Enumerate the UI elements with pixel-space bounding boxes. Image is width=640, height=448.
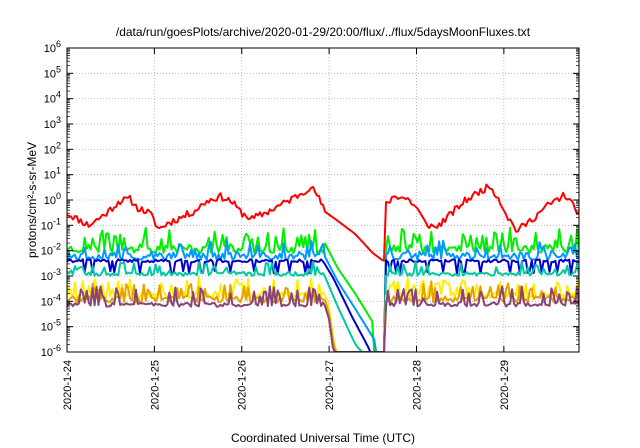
x-axis-label: Coordinated Universal Time (UTC): [231, 431, 415, 445]
series-line-0: [67, 183, 579, 262]
y-tick-label: 10-4: [41, 292, 61, 308]
x-tick-label: 2020-1-29: [499, 360, 511, 410]
grid: [66, 47, 579, 353]
y-tick-label: 10-3: [41, 267, 61, 283]
chart-title: /data/run/goesPlots/archive/2020-01-29/2…: [116, 25, 531, 39]
series-line-6: [67, 280, 579, 352]
series-group: [67, 183, 579, 352]
ticks: 10-6 10-5 10-4 10-3 10-2 10-1 100 101 102 103 104 1…: [41, 39, 579, 410]
y-tick-label: 10-2: [41, 242, 61, 258]
y-tick-label: 102: [44, 140, 61, 156]
series-line-4: [67, 260, 579, 352]
y-axis-label: protons/cm²-s-sr-MeV: [25, 142, 39, 258]
series-line-3: [67, 258, 579, 352]
y-tick-label: 106: [44, 39, 61, 55]
y-tick-label: 104: [44, 90, 61, 106]
y-tick-label: 10-6: [41, 343, 61, 359]
y-tick-label: 105: [44, 64, 61, 80]
y-tick-label: 10-5: [41, 318, 61, 334]
x-tick-label: 2020-1-24: [62, 360, 74, 410]
x-tick-label: 2020-1-27: [324, 360, 336, 410]
series-line-2: [67, 239, 579, 352]
x-tick-label: 2020-1-26: [237, 360, 249, 410]
y-tick-label: 10-1: [41, 216, 61, 232]
x-tick-label: 2020-1-28: [411, 360, 423, 410]
series-line-5: [67, 276, 579, 352]
y-tick-label: 101: [44, 166, 61, 182]
x-tick-label: 2020-1-25: [149, 360, 161, 410]
series-line-7: [67, 285, 579, 352]
y-tick-label: 100: [44, 191, 61, 207]
y-tick-label: 103: [44, 115, 61, 131]
